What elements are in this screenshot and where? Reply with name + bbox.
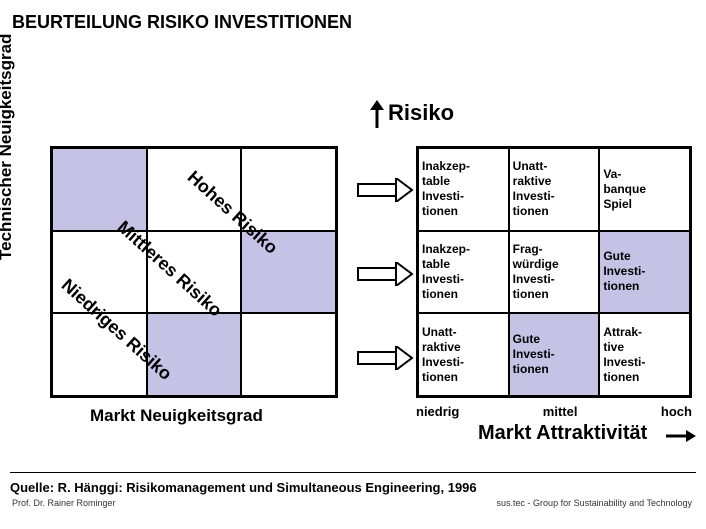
classification-cell: Inakzep- table Investi- tionen: [418, 148, 509, 231]
classification-cell: Unatt- raktive Investi- tionen: [509, 148, 600, 231]
att-high: hoch: [661, 404, 692, 419]
link-arrow-icon: [356, 178, 414, 202]
link-arrow-icon: [356, 262, 414, 286]
x-axis-label: Markt Neuigkeitsgrad: [90, 406, 263, 426]
attraktivitaet-scale: niedrig mittel hoch: [416, 404, 692, 419]
footer-author: Prof. Dr. Rainer Rominger: [12, 498, 116, 508]
classification-cell: Va- banque Spiel: [599, 148, 690, 231]
footer-org: sus.tec - Group for Sustainability and T…: [497, 498, 692, 508]
classification-cell: Unatt- raktive Investi- tionen: [418, 313, 509, 396]
attraktivitaet-arrow-icon: [666, 428, 696, 444]
link-arrow-icon: [356, 346, 414, 370]
attraktivitaet-title: Markt Attraktivität: [478, 422, 647, 445]
risk-cell: [52, 148, 147, 231]
att-low: niedrig: [416, 404, 459, 419]
classification-cell: Inakzep- table Investi- tionen: [418, 231, 509, 314]
classification-cell: Attrak- tive Investi- tionen: [599, 313, 690, 396]
risiko-arrow-icon: [368, 100, 386, 130]
page-title: BEURTEILUNG RISIKO INVESTITIONEN: [12, 12, 352, 33]
footer-divider: [10, 472, 696, 473]
classification-matrix: Inakzep- table Investi- tionenUnatt- rak…: [416, 146, 692, 398]
y-axis-label: Technischer Neuigkeitsgrad: [0, 34, 16, 260]
source-citation: Quelle: R. Hänggi: Risikomanagement und …: [10, 480, 477, 495]
risk-cell: [241, 313, 336, 396]
att-mid: mittel: [543, 404, 578, 419]
risk-cell: [241, 148, 336, 231]
risiko-label: Risiko: [388, 100, 454, 126]
classification-cell: Gute Investi- tionen: [599, 231, 690, 314]
classification-cell: Frag- würdige Investi- tionen: [509, 231, 600, 314]
classification-cell: Gute Investi- tionen: [509, 313, 600, 396]
